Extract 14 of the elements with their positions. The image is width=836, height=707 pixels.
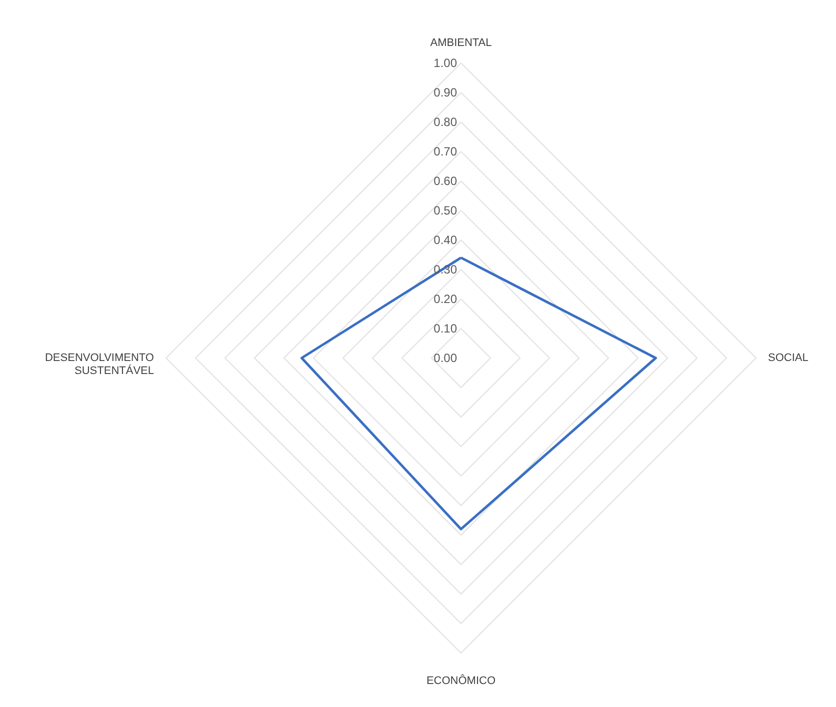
y-tick-label: 0.60 xyxy=(434,174,458,188)
y-tick-label: 0.00 xyxy=(434,351,458,365)
y-tick-label: 0.20 xyxy=(434,292,458,306)
y-tick-label: 0.10 xyxy=(434,322,458,336)
spoke-label: AMBIENTAL xyxy=(430,37,492,49)
y-tick-label: 0.40 xyxy=(434,233,458,247)
y-tick-label: 0.90 xyxy=(434,86,458,100)
spoke-label: ECONÔMICO xyxy=(426,674,496,687)
y-tick-label: 0.80 xyxy=(434,115,458,129)
y-tick-label: 1.00 xyxy=(434,56,458,70)
spoke-label: SOCIAL xyxy=(768,352,808,364)
y-tick-label: 0.70 xyxy=(434,144,458,158)
spoke-label: DESENVOLVIMENTO SUSTENTÁVEL xyxy=(44,352,154,377)
y-tick-label: 0.50 xyxy=(434,204,458,218)
